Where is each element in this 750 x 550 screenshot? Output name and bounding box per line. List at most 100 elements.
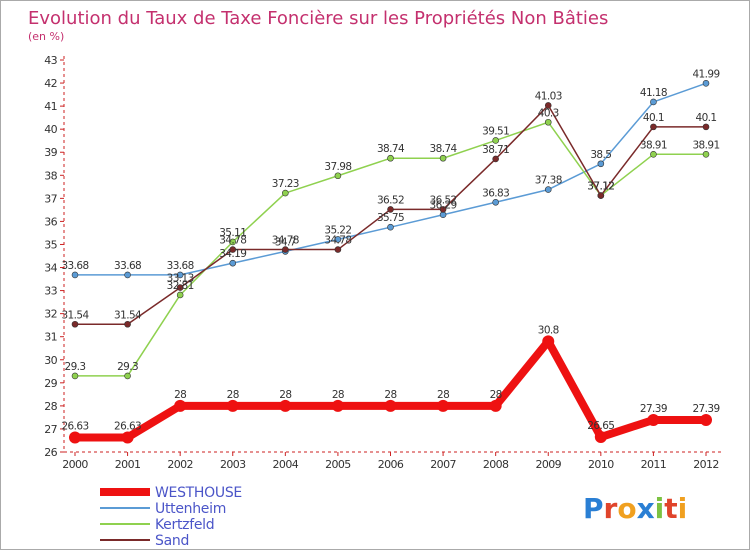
data-point-sand: [597, 192, 605, 199]
legend-label-kertzfeld: Kertzfeld: [155, 517, 214, 533]
data-label-uttenheim: 33.68: [61, 260, 88, 272]
data-label-kertzfeld: 29.3: [65, 361, 86, 373]
logo-letter: o: [617, 492, 636, 525]
y-tick-label: 32: [44, 308, 57, 321]
legend-label-uttenheim: Uttenheim: [155, 501, 226, 517]
data-point-sand: [124, 320, 131, 328]
data-point-westhouse: [226, 399, 239, 412]
data-label-westhouse: 28: [174, 389, 186, 401]
data-label-kertzfeld: 40.3: [538, 107, 559, 119]
data-point-uttenheim: [702, 79, 710, 87]
data-label-westhouse: 27.39: [640, 403, 667, 415]
data-label-westhouse: 26.63: [114, 420, 141, 432]
data-label-uttenheim: 35.75: [377, 212, 404, 224]
y-tick-label: 29: [44, 377, 57, 390]
data-label-westhouse: 26.63: [61, 420, 88, 432]
data-point-uttenheim: [334, 236, 342, 243]
data-point-kertzfeld: [387, 154, 394, 162]
data-label-kertzfeld: 38.91: [692, 139, 719, 151]
data-label-sand: 34.78: [324, 235, 351, 247]
data-point-uttenheim: [597, 160, 605, 168]
chart-subtitle: (en %): [28, 30, 64, 43]
data-point-uttenheim: [492, 198, 499, 206]
axes: 26 27 28 29 30 31 32 33 34 35 36 37 38 39 40 41 42 43 2000…: [44, 54, 722, 471]
data-point-westhouse: [279, 399, 292, 412]
data-point-sand: [702, 123, 710, 131]
y-tick-label: 38: [44, 169, 57, 182]
data-label-sand: 36.52: [430, 194, 457, 206]
data-point-uttenheim: [544, 186, 552, 193]
data-label-uttenheim: 41.18: [640, 87, 667, 99]
data-label-sand: 34.78: [219, 235, 246, 247]
data-label-kertzfeld: 38.74: [377, 143, 405, 155]
data-label-kertzfeld: 39.51: [482, 125, 509, 137]
y-tick-label: 42: [44, 77, 57, 90]
data-point-kertzfeld: [544, 118, 552, 126]
data-point-uttenheim: [124, 271, 131, 279]
x-tick-label: 2006: [378, 458, 404, 471]
data-point-kertzfeld: [492, 137, 499, 144]
data-label-sand: 31.54: [114, 309, 142, 321]
data-label-kertzfeld: 29.3: [117, 361, 138, 373]
y-tick-label: 39: [44, 146, 57, 159]
data-label-sand: 31.54: [61, 309, 89, 321]
data-label-westhouse: 28: [437, 389, 449, 401]
y-tick-label: 40: [44, 123, 57, 136]
data-point-sand: [282, 246, 289, 253]
data-label-sand: 33.13: [167, 273, 194, 285]
data-point-sand: [229, 246, 237, 253]
y-tick-label: 33: [44, 285, 57, 298]
y-tick-label: 36: [44, 215, 57, 228]
y-tick-label: 41: [44, 100, 57, 113]
x-tick-label: 2000: [62, 458, 88, 471]
x-tick-label: 2004: [273, 458, 299, 471]
data-point-westhouse: [594, 431, 607, 444]
x-tick-label: 2007: [430, 458, 456, 471]
data-point-sand: [334, 246, 342, 253]
data-point-kertzfeld: [702, 151, 710, 158]
x-tick-label: 2003: [220, 458, 246, 471]
data-point-sand: [544, 102, 552, 109]
y-tick-label: 35: [44, 238, 57, 251]
logo-letter: i: [678, 492, 688, 525]
data-point-westhouse: [647, 413, 660, 426]
data-label-uttenheim: 38.5: [590, 149, 611, 161]
y-tick-label: 43: [44, 54, 57, 67]
data-point-uttenheim: [229, 259, 237, 267]
x-tick-label: 2011: [641, 458, 667, 471]
data-label-uttenheim: 34.7: [275, 236, 296, 248]
data-point-uttenheim: [176, 271, 184, 279]
data-label-westhouse: 27.39: [692, 403, 719, 415]
data-point-uttenheim: [387, 223, 394, 231]
x-tick-label: 2012: [693, 458, 719, 471]
data-point-kertzfeld: [439, 154, 447, 162]
logo-letter: P: [583, 492, 604, 525]
data-point-westhouse: [69, 431, 81, 444]
x-tick-label: 2010: [588, 458, 614, 471]
data-label-westhouse: 28: [279, 389, 291, 401]
data-point-kertzfeld: [176, 291, 184, 299]
x-tick-label: 2001: [115, 458, 141, 471]
data-point-westhouse: [331, 399, 344, 412]
data-point-westhouse: [700, 413, 712, 426]
data-point-kertzfeld: [650, 151, 657, 158]
data-label-kertzfeld: 38.74: [430, 143, 458, 155]
data-label-sand: 40.1: [696, 112, 717, 124]
logo-letter: t: [664, 492, 677, 525]
data-point-sand: [176, 284, 184, 291]
data-point-uttenheim: [650, 98, 657, 106]
data-label-uttenheim: 41.99: [692, 68, 719, 80]
data-point-sand: [439, 206, 447, 213]
chart-title: Evolution du Taux de Taxe Foncière sur l…: [28, 8, 608, 29]
data-label-sand: 37.12: [587, 181, 614, 193]
data-label-kertzfeld: 37.12: [587, 181, 614, 193]
data-labels: 33.68 33.68 33.6834.1934.735.2235.7536.293…: [61, 68, 720, 432]
data-label-sand: 41.03: [535, 90, 562, 102]
data-label-uttenheim: 33.68: [167, 260, 194, 272]
data-label-sand: 34.78: [272, 235, 299, 247]
data-point-westhouse: [489, 399, 502, 412]
data-label-uttenheim: 36.83: [482, 187, 509, 199]
data-label-westhouse: 28: [490, 389, 502, 401]
data-label-kertzfeld: 32.81: [167, 280, 194, 292]
legend-label-sand: Sand: [155, 533, 189, 549]
